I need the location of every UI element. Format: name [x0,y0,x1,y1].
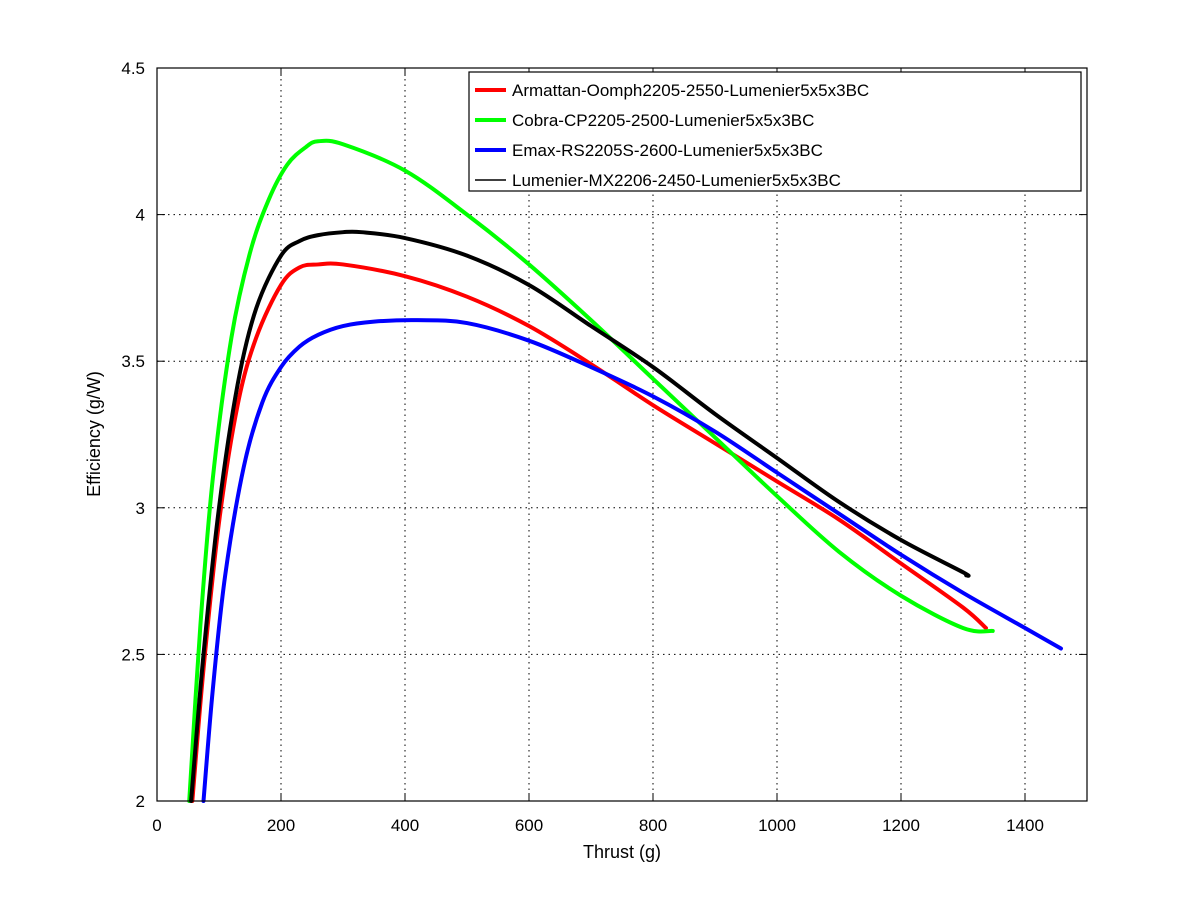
x-tick-labels: 0 200 400 600 800 1000 1200 1400 [152,816,1044,835]
legend-label-1: Armattan-Oomph2205-2550-Lumenier5x5x3BC [512,81,869,100]
legend-label-3: Emax-RS2205S-2600-Lumenier5x5x3BC [512,141,823,160]
legend-label-2: Cobra-CP2205-2500-Lumenier5x5x3BC [512,111,814,130]
legend-label-4: Lumenier-MX2206-2450-Lumenier5x5x3BC [512,171,841,190]
x-tick-label: 400 [391,816,419,835]
y-tick-label: 3.5 [121,352,145,371]
series-line-3 [201,318,1063,803]
series-line-1 [190,261,988,803]
y-tick-label: 4 [136,206,145,225]
x-tick-label: 1400 [1006,816,1044,835]
x-axis-label: Thrust (g) [583,842,661,862]
series-line-4 [189,229,971,803]
x-tick-label: 600 [515,816,543,835]
x-tick-label: 1000 [758,816,796,835]
series-line-2 [187,138,995,803]
y-tick-label: 2 [136,792,145,811]
y-tick-label: 4.5 [121,59,145,78]
legend: Armattan-Oomph2205-2550-Lumenier5x5x3BC C… [468,71,1082,192]
y-tick-label: 3 [136,499,145,518]
y-axis-label: Efficiency (g/W) [84,371,104,497]
y-tick-labels: 2 2.5 3 3.5 4 4.5 [121,59,145,811]
x-tick-label: 200 [267,816,295,835]
y-tick-label: 2.5 [121,645,145,664]
x-tick-label: 1200 [882,816,920,835]
series-lines [187,138,1063,803]
legend-box [468,71,1082,192]
x-tick-label: 0 [152,816,161,835]
x-tick-label: 800 [639,816,667,835]
plot-area-frame [156,67,1088,802]
